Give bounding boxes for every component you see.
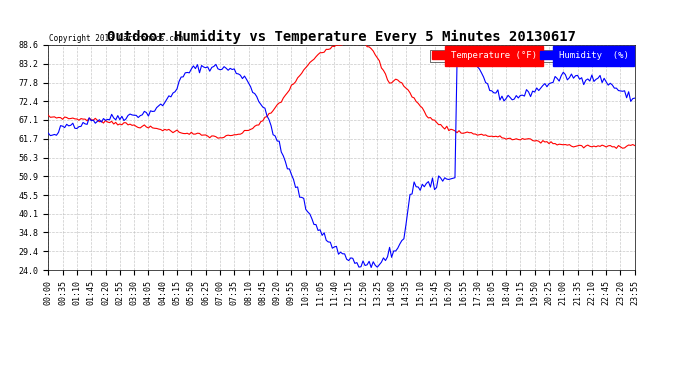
Title: Outdoor Humidity vs Temperature Every 5 Minutes 20130617: Outdoor Humidity vs Temperature Every 5 … bbox=[107, 30, 576, 44]
Legend: Temperature (°F), Humidity  (%): Temperature (°F), Humidity (%) bbox=[430, 50, 630, 62]
Text: Copyright 2013 Cartronics.com: Copyright 2013 Cartronics.com bbox=[49, 34, 183, 43]
